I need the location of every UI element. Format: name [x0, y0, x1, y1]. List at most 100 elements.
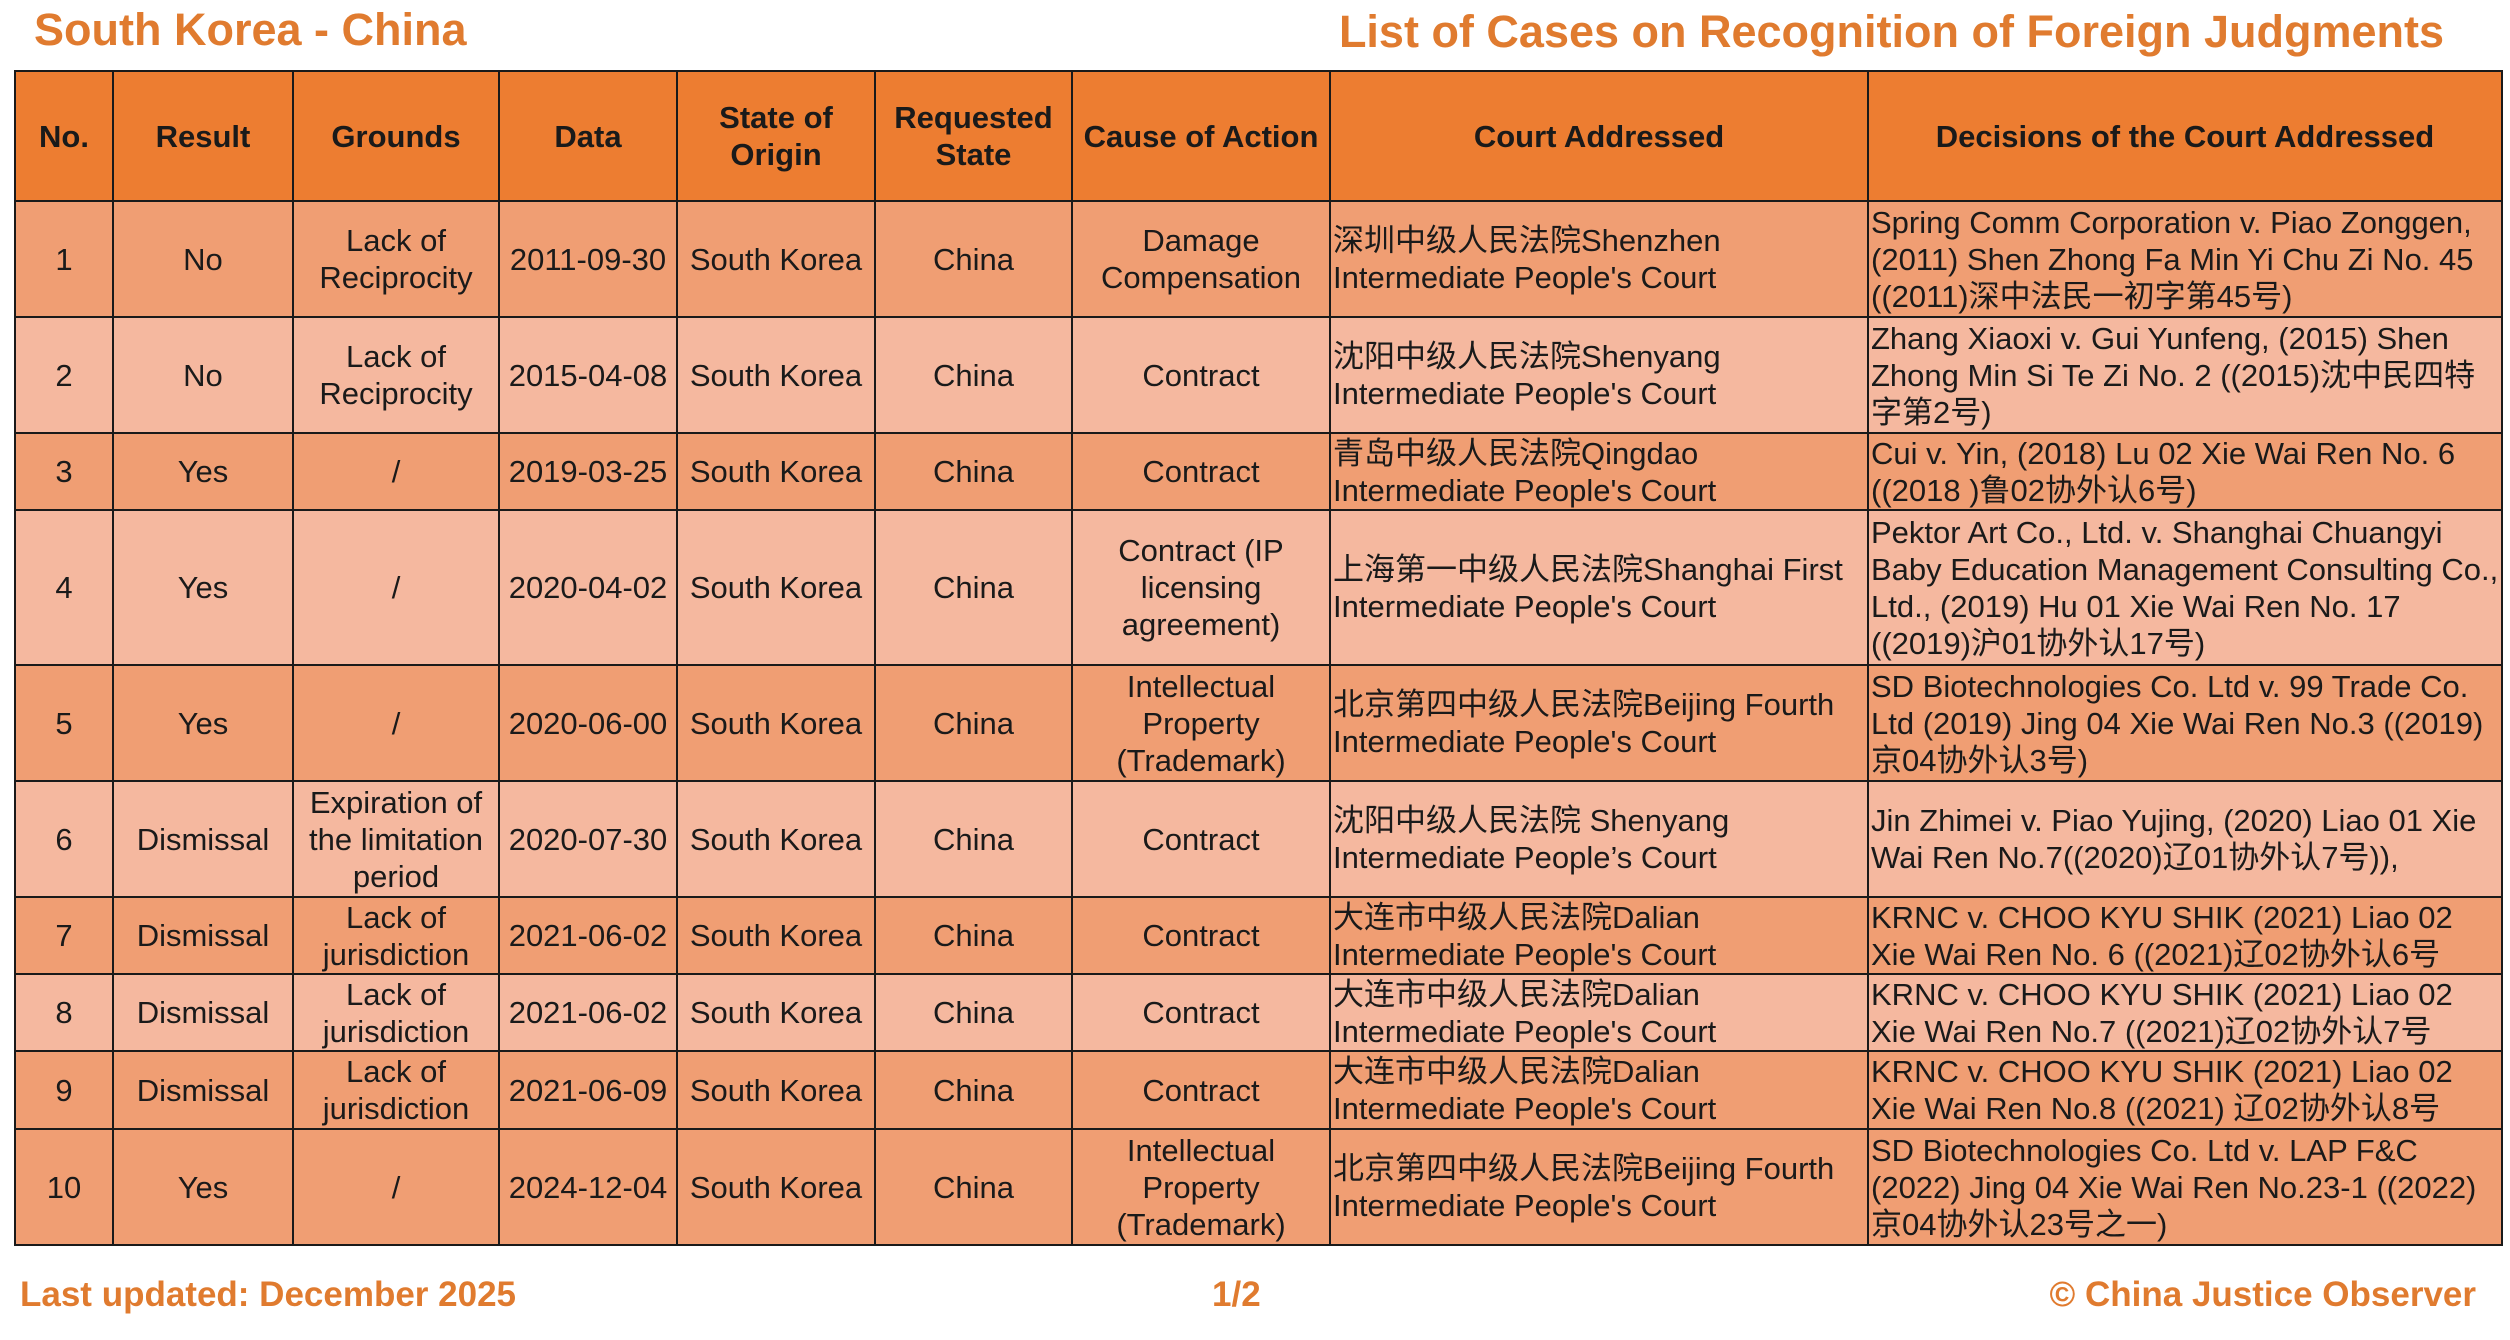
cell-date: 2020-04-02	[498, 509, 678, 666]
cell-state-of-origin: South Korea	[676, 1128, 876, 1246]
cell-state-of-origin: South Korea	[676, 316, 876, 434]
cell-requested-state: China	[874, 1128, 1073, 1246]
cell-grounds: /	[292, 664, 500, 782]
cell-cause-of-action: Contract	[1071, 1050, 1331, 1130]
cell-court-addressed: 青岛中级人民法院Qingdao Intermediate People's Co…	[1329, 432, 1869, 511]
table-header-row: No. Result Grounds Data State of Origin …	[14, 70, 2503, 202]
document-title-left: South Korea - China	[34, 4, 467, 55]
page-number: 1/2	[1212, 1275, 1261, 1314]
cell-cause-of-action: Contract	[1071, 780, 1331, 898]
cell-requested-state: China	[874, 896, 1073, 975]
cell-decision: KRNC v. CHOO KYU SHIK (2021) Liao 02 Xie…	[1867, 973, 2503, 1052]
cell-grounds: /	[292, 509, 500, 666]
cell-requested-state: China	[874, 664, 1073, 782]
cell-decision: KRNC v. CHOO KYU SHIK (2021) Liao 02 Xie…	[1867, 1050, 2503, 1130]
cell-result: Dismissal	[112, 780, 294, 898]
cell-no: 5	[14, 664, 114, 782]
cell-result: Dismissal	[112, 973, 294, 1052]
table-row: 8 Dismissal Lack of jurisdiction 2021-06…	[14, 973, 2503, 1052]
table-row: 5 Yes / 2020-06-00 South Korea China Int…	[14, 664, 2503, 782]
cell-state-of-origin: South Korea	[676, 509, 876, 666]
cell-decision: Cui v. Yin, (2018) Lu 02 Xie Wai Ren No.…	[1867, 432, 2503, 511]
cell-requested-state: China	[874, 432, 1073, 511]
cell-state-of-origin: South Korea	[676, 200, 876, 318]
table-row: 7 Dismissal Lack of jurisdiction 2021-06…	[14, 896, 2503, 975]
cell-result: No	[112, 316, 294, 434]
cell-no: 3	[14, 432, 114, 511]
header-cause-of-action: Cause of Action	[1071, 70, 1331, 202]
cell-decision: KRNC v. CHOO KYU SHIK (2021) Liao 02 Xie…	[1867, 896, 2503, 975]
cell-no: 9	[14, 1050, 114, 1130]
cell-grounds: Lack of Reciprocity	[292, 316, 500, 434]
cell-court-addressed: 大连市中级人民法院Dalian Intermediate People's Co…	[1329, 1050, 1869, 1130]
cell-cause-of-action: Intellectual Property (Trademark)	[1071, 664, 1331, 782]
cell-requested-state: China	[874, 316, 1073, 434]
cell-grounds: Lack of jurisdiction	[292, 973, 500, 1052]
header-decisions: Decisions of the Court Addressed	[1867, 70, 2503, 202]
header-court-addressed: Court Addressed	[1329, 70, 1869, 202]
table-row: 1 No Lack of Reciprocity 2011-09-30 Sout…	[14, 200, 2503, 318]
cell-date: 2024-12-04	[498, 1128, 678, 1246]
cell-decision: SD Biotechnologies Co. Ltd v. LAP F&C (2…	[1867, 1128, 2503, 1246]
cell-no: 10	[14, 1128, 114, 1246]
copyright-notice: © China Justice Observer	[2049, 1275, 2476, 1314]
cell-decision: Spring Comm Corporation v. Piao Zonggen,…	[1867, 200, 2503, 318]
cell-requested-state: China	[874, 780, 1073, 898]
cell-state-of-origin: South Korea	[676, 664, 876, 782]
cell-requested-state: China	[874, 973, 1073, 1052]
cell-date: 2020-07-30	[498, 780, 678, 898]
table-row: 2 No Lack of Reciprocity 2015-04-08 Sout…	[14, 316, 2503, 434]
cell-no: 6	[14, 780, 114, 898]
document-title-right: List of Cases on Recognition of Foreign …	[1338, 6, 2444, 57]
last-updated-label: Last updated: December 2025	[20, 1275, 517, 1314]
cell-cause-of-action: Contract	[1071, 316, 1331, 434]
table-row: 4 Yes / 2020-04-02 South Korea China Con…	[14, 509, 2503, 666]
cell-grounds: Expiration of the limitation period	[292, 780, 500, 898]
cell-grounds: /	[292, 1128, 500, 1246]
cell-result: Yes	[112, 1128, 294, 1246]
cases-table: No. Result Grounds Data State of Origin …	[14, 70, 2503, 1246]
cell-date: 2021-06-02	[498, 896, 678, 975]
cell-court-addressed: 沈阳中级人民法院Shenyang Intermediate People's C…	[1329, 316, 1869, 434]
cell-state-of-origin: South Korea	[676, 780, 876, 898]
cell-grounds: Lack of Reciprocity	[292, 200, 500, 318]
cell-no: 4	[14, 509, 114, 666]
cell-result: Dismissal	[112, 896, 294, 975]
header-state-of-origin: State of Origin	[676, 70, 876, 202]
cell-court-addressed: 上海第一中级人民法院Shanghai First Intermediate Pe…	[1329, 509, 1869, 666]
cell-state-of-origin: South Korea	[676, 432, 876, 511]
cell-court-addressed: 大连市中级人民法院Dalian Intermediate People's Co…	[1329, 973, 1869, 1052]
table-row: 6 Dismissal Expiration of the limitation…	[14, 780, 2503, 898]
cell-court-addressed: 沈阳中级人民法院 Shenyang Intermediate People’s …	[1329, 780, 1869, 898]
cell-result: Yes	[112, 509, 294, 666]
cell-state-of-origin: South Korea	[676, 973, 876, 1052]
header-date: Data	[498, 70, 678, 202]
cell-decision: Jin Zhimei v. Piao Yujing, (2020) Liao 0…	[1867, 780, 2503, 898]
cell-court-addressed: 北京第四中级人民法院Beijing Fourth Intermediate Pe…	[1329, 664, 1869, 782]
cell-no: 1	[14, 200, 114, 318]
cell-decision: Zhang Xiaoxi v. Gui Yunfeng, (2015) Shen…	[1867, 316, 2503, 434]
cell-date: 2015-04-08	[498, 316, 678, 434]
cell-grounds: Lack of jurisdiction	[292, 896, 500, 975]
table-row: 3 Yes / 2019-03-25 South Korea China Con…	[14, 432, 2503, 511]
cell-grounds: /	[292, 432, 500, 511]
header-grounds: Grounds	[292, 70, 500, 202]
cell-state-of-origin: South Korea	[676, 896, 876, 975]
cell-decision: Pektor Art Co., Ltd. v. Shanghai Chuangy…	[1867, 509, 2503, 666]
cell-cause-of-action: Intellectual Property (Trademark)	[1071, 1128, 1331, 1246]
cell-result: Yes	[112, 664, 294, 782]
table-row: 9 Dismissal Lack of jurisdiction 2021-06…	[14, 1050, 2503, 1130]
table-row: 10 Yes / 2024-12-04 South Korea China In…	[14, 1128, 2503, 1246]
cell-date: 2019-03-25	[498, 432, 678, 511]
cell-date: 2021-06-09	[498, 1050, 678, 1130]
cell-requested-state: China	[874, 200, 1073, 318]
cell-court-addressed: 大连市中级人民法院Dalian Intermediate People's Co…	[1329, 896, 1869, 975]
cell-result: Dismissal	[112, 1050, 294, 1130]
cell-state-of-origin: South Korea	[676, 1050, 876, 1130]
cell-date: 2020-06-00	[498, 664, 678, 782]
cell-grounds: Lack of jurisdiction	[292, 1050, 500, 1130]
cell-cause-of-action: Contract	[1071, 896, 1331, 975]
cell-result: Yes	[112, 432, 294, 511]
cell-decision: SD Biotechnologies Co. Ltd v. 99 Trade C…	[1867, 664, 2503, 782]
header-result: Result	[112, 70, 294, 202]
